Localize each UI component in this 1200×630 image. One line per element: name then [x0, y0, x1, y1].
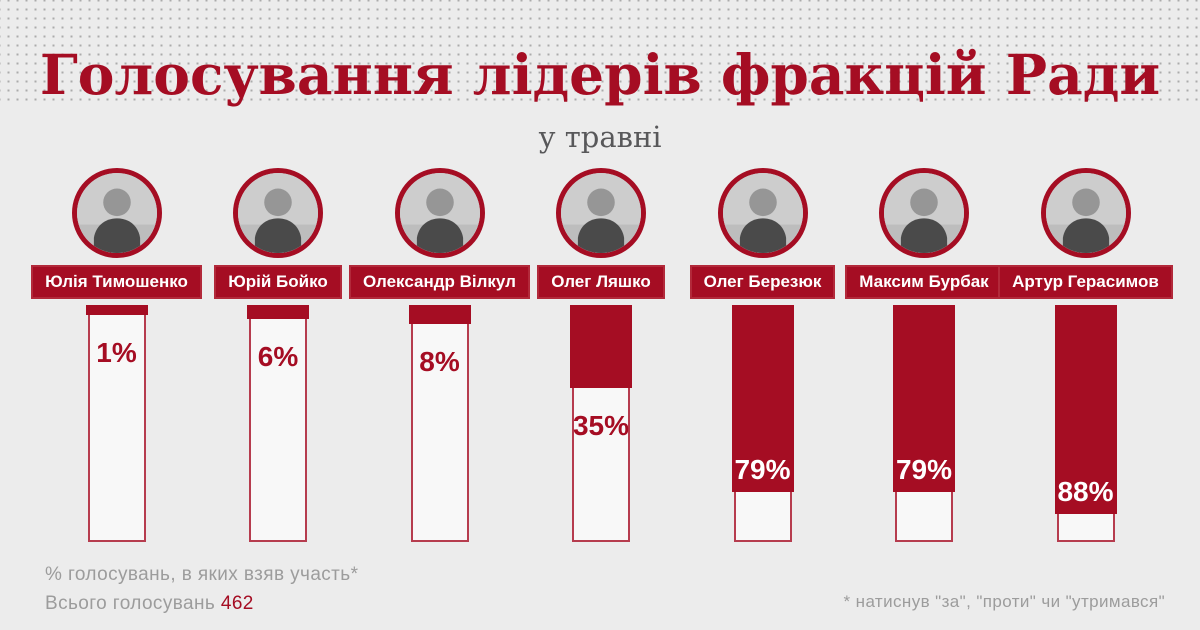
participation-bar: 1%: [85, 305, 148, 542]
bar-fill: [247, 305, 309, 319]
bar-empty-track: [249, 305, 307, 542]
leader-name: Максим Бурбак: [859, 272, 989, 291]
bar-fill: [408, 305, 471, 324]
leader-name-plate: Юрій Бойко: [214, 265, 342, 299]
leader-name-plate: Олександр Вілкул: [349, 265, 530, 299]
participation-bar: 88%: [1054, 305, 1117, 542]
leaders-row: Юлія Тимошенко 1% Юрій Бойко 6%: [31, 160, 1173, 542]
person-silhouette-icon: [884, 173, 964, 253]
leader-name-plate: Олег Ляшко: [537, 265, 665, 299]
person-silhouette-icon: [722, 173, 803, 253]
page-subtitle: у травні: [538, 120, 662, 154]
participation-bar: 79%: [731, 305, 794, 542]
person-silhouette-icon: [1045, 173, 1126, 253]
leader-name: Юлія Тимошенко: [45, 272, 188, 291]
leader-portrait: [233, 168, 323, 258]
leader-portrait: [394, 168, 485, 258]
participation-bar: 6%: [247, 305, 309, 542]
bar-fill: [893, 305, 955, 492]
footnote-left: % голосувань, в яких взяв участь* Всього…: [45, 560, 358, 618]
leader-portrait: [879, 168, 969, 258]
leader-portrait: [556, 168, 646, 258]
leader-name: Юрій Бойко: [228, 272, 328, 291]
footnote-total: Всього голосувань 462: [45, 589, 358, 618]
leader-portrait: [1040, 168, 1131, 258]
leader-column: Артур Герасимов 88%: [998, 160, 1173, 542]
person-silhouette-icon: [76, 173, 157, 253]
participation-percent-label: 79%: [734, 454, 791, 485]
bar-fill: [731, 305, 794, 492]
footnote-participation: % голосувань, в яких взяв участь*: [45, 564, 359, 585]
leader-column: Максим Бурбак 79%: [844, 160, 1005, 542]
person-silhouette-icon: [561, 173, 641, 253]
participation-percent-label: 79%: [895, 454, 953, 485]
bar-fill: [570, 305, 632, 388]
participation-percent-label: 8%: [419, 346, 460, 377]
person-silhouette-icon: [238, 173, 318, 253]
leader-name-plate: Максим Бурбак: [845, 265, 1003, 299]
leader-column: Олександр Вілкул 8%: [349, 160, 530, 542]
participation-bar: 8%: [408, 305, 471, 542]
participation-percent-label: 88%: [1057, 476, 1114, 507]
leader-name: Артур Герасимов: [1012, 272, 1159, 291]
participation-percent-label: 1%: [96, 337, 137, 368]
leader-column: Юлія Тимошенко 1%: [31, 160, 202, 542]
participation-percent-label: 6%: [257, 341, 299, 372]
dotted-pattern-band: [0, 0, 1200, 102]
leader-name: Олег Ляшко: [551, 272, 651, 291]
leader-column: Олег Березюк 79%: [682, 160, 843, 542]
participation-percent-label: 35%: [572, 410, 630, 441]
footnote-right: * натиснув "за", "проти" чи "утримався": [843, 592, 1165, 611]
person-silhouette-icon: [399, 173, 480, 253]
leader-name: Олег Березюк: [703, 272, 822, 291]
total-votes-value: 462: [220, 593, 254, 614]
leader-portrait: [71, 168, 162, 258]
leader-name: Олександр Вілкул: [363, 272, 516, 291]
footnote-total-prefix: Всього голосувань: [45, 593, 216, 614]
bar-empty-track: [410, 305, 469, 542]
participation-bar: 79%: [893, 305, 955, 542]
leader-name-plate: Артур Герасимов: [998, 265, 1173, 299]
leader-name-plate: Юлія Тимошенко: [31, 265, 202, 299]
bar-fill: [85, 305, 148, 315]
leader-column: Юрій Бойко 6%: [198, 160, 359, 542]
bar-empty-track: [87, 305, 146, 542]
page-title: Голосування лідерів фракцій Ради: [39, 42, 1161, 107]
leader-portrait: [717, 168, 808, 258]
bar-fill: [1054, 305, 1117, 514]
participation-bar: 35%: [570, 305, 632, 542]
leader-column: Олег Ляшко 35%: [521, 160, 682, 542]
leader-name-plate: Олег Березюк: [689, 265, 836, 299]
